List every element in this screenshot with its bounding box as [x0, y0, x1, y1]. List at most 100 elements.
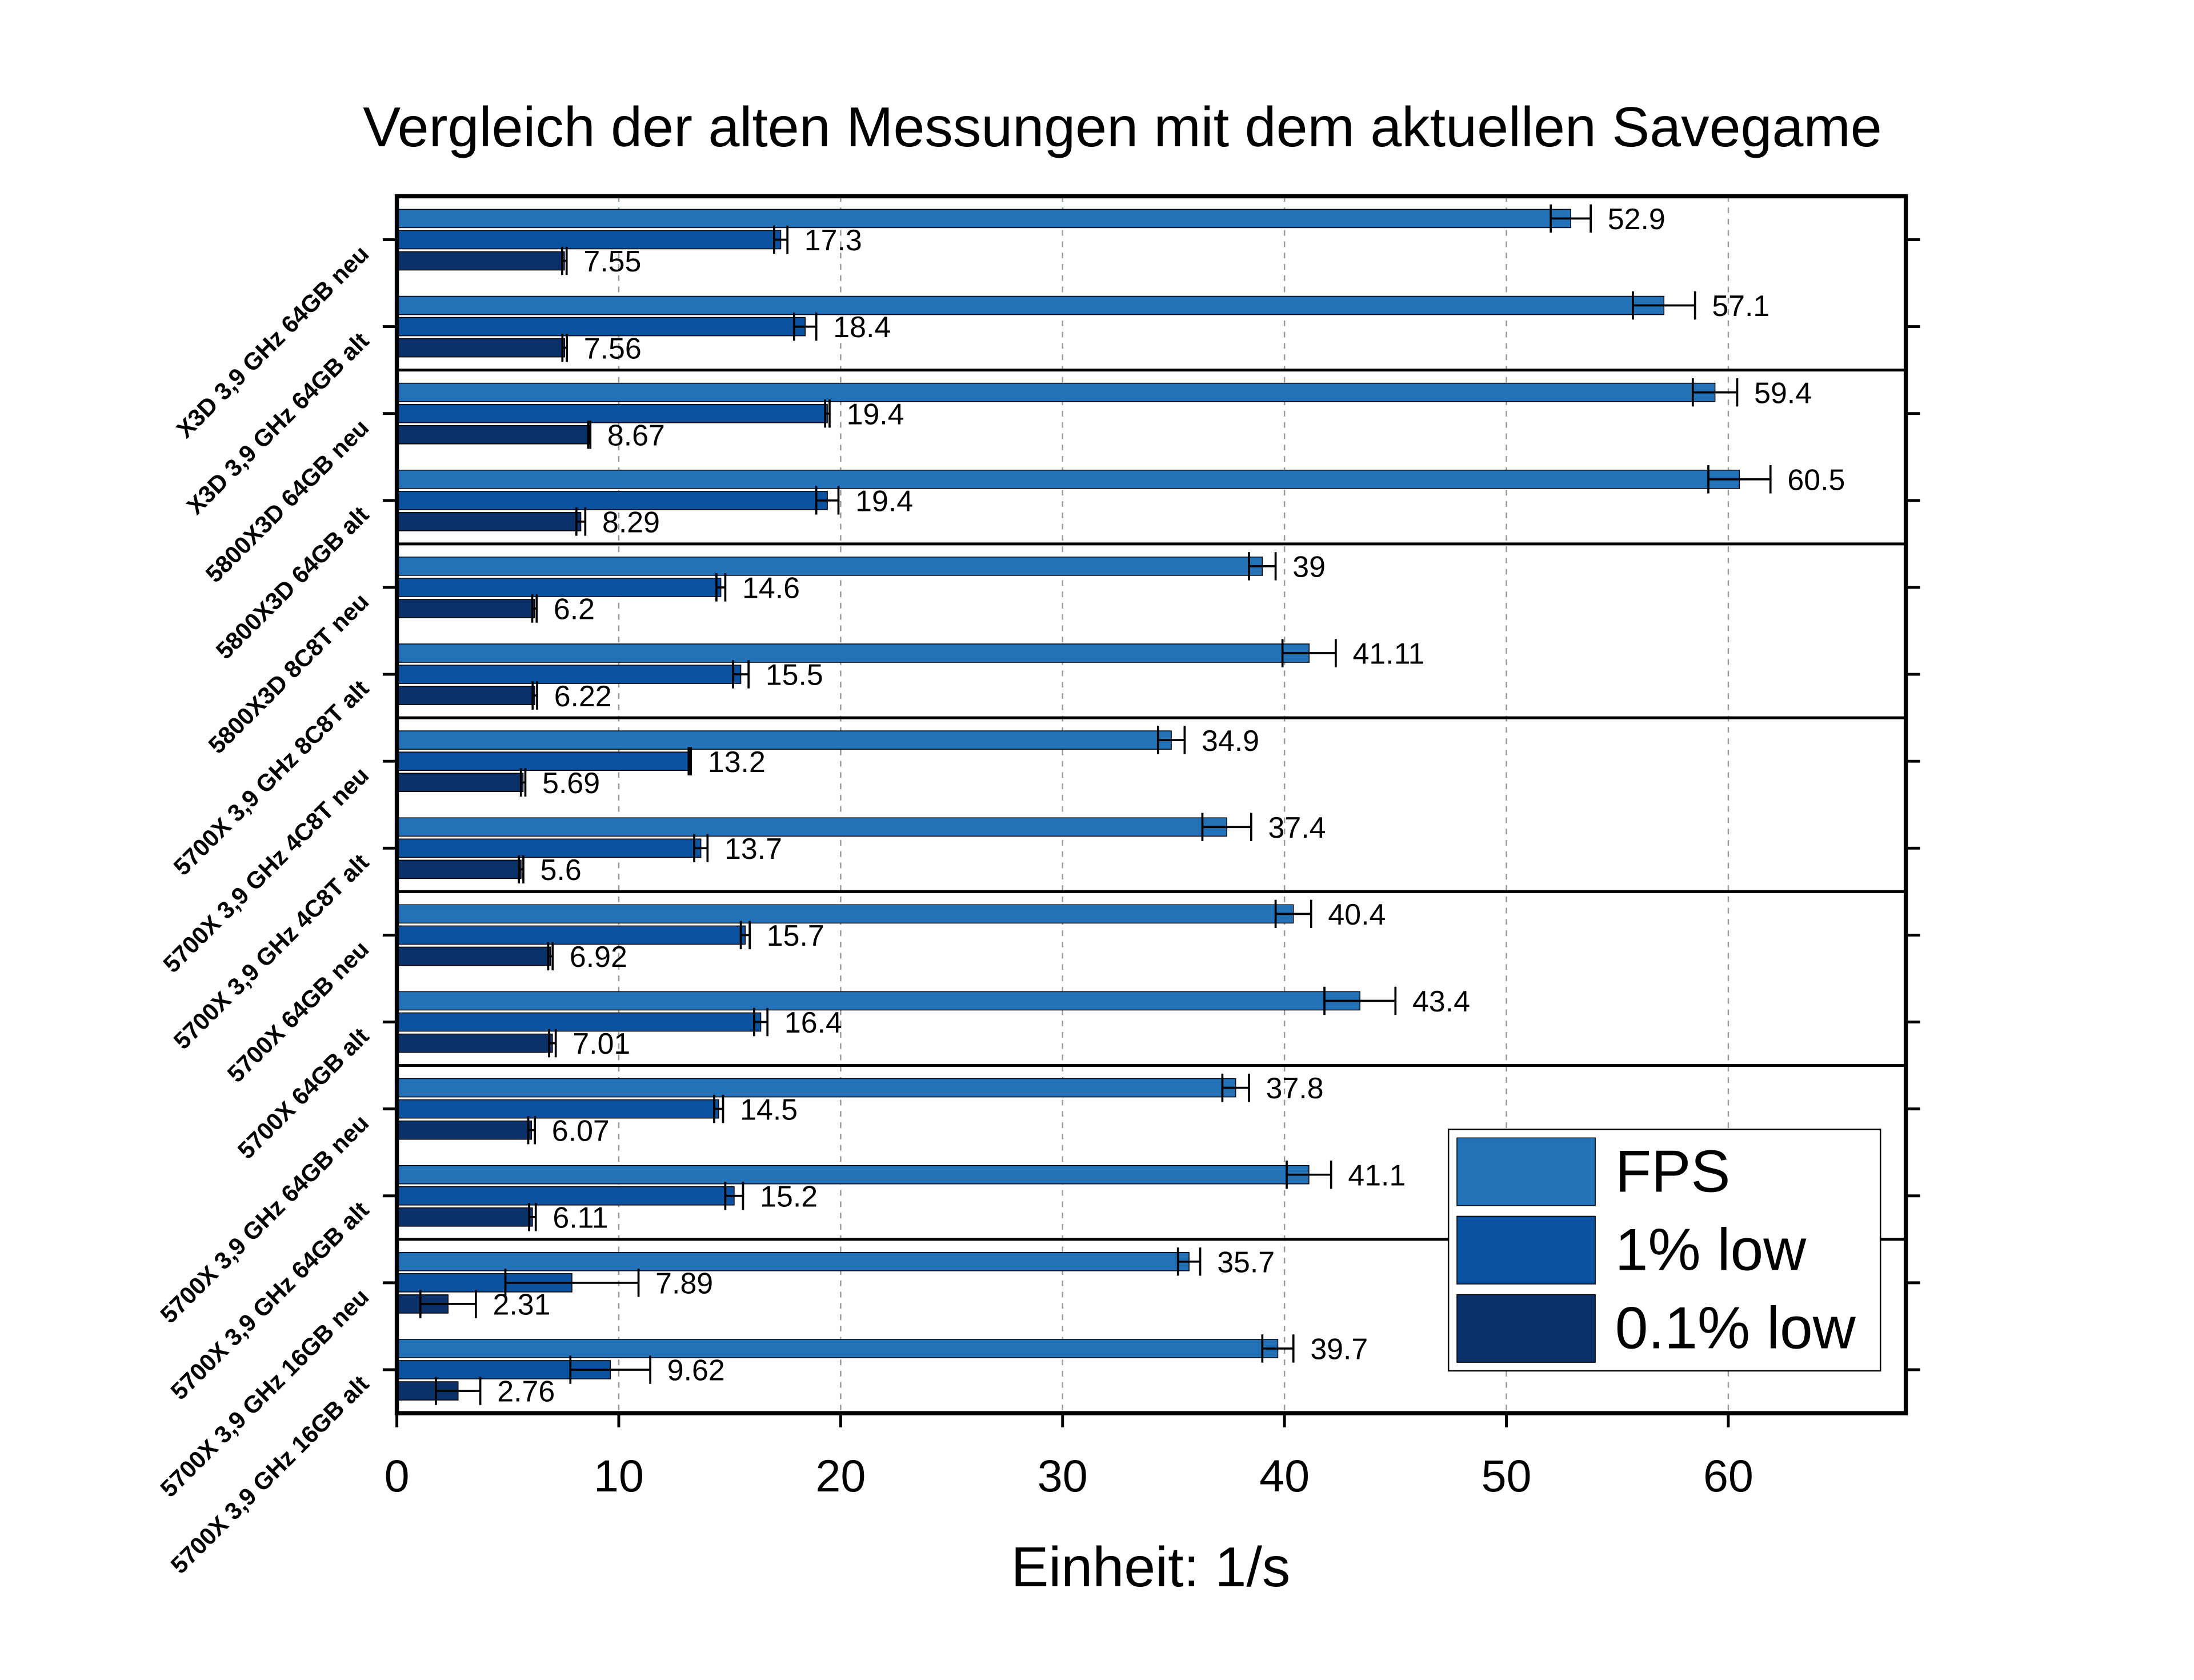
- error-bar: [693, 834, 709, 862]
- bar: [396, 1033, 553, 1053]
- value-label: 19.4: [855, 484, 913, 517]
- bar: [396, 230, 782, 250]
- error-bar: [1286, 1160, 1332, 1189]
- value-label: 57.1: [1712, 289, 1769, 322]
- value-label: 7.89: [655, 1267, 713, 1300]
- value-label: 39.7: [1310, 1333, 1368, 1366]
- error-bar: [824, 399, 831, 428]
- legend-swatch: [1456, 1215, 1596, 1285]
- error-bar: [561, 246, 568, 275]
- error-bar: [1632, 291, 1696, 320]
- bar: [396, 991, 1360, 1011]
- error-bar: [531, 681, 538, 710]
- value-label: 43.4: [1412, 985, 1470, 1018]
- legend-label: 0.1% low: [1615, 1295, 1856, 1361]
- x-tick-label: 20: [815, 1450, 866, 1501]
- error-bar: [587, 421, 592, 449]
- value-label: 15.7: [767, 919, 824, 952]
- bar: [396, 425, 590, 445]
- error-bar: [687, 747, 692, 775]
- error-bar: [1707, 465, 1772, 494]
- bar: [396, 251, 565, 271]
- value-label: 17.3: [804, 223, 862, 257]
- error-bar: [518, 855, 525, 884]
- error-bar: [1261, 1334, 1295, 1363]
- bar: [396, 904, 1294, 924]
- error-bar: [1274, 899, 1312, 929]
- x-tick-label: 40: [1259, 1450, 1310, 1501]
- value-label: 8.67: [607, 418, 665, 451]
- x-tick-label: 50: [1482, 1450, 1532, 1501]
- value-label: 18.4: [833, 310, 891, 343]
- bar: [396, 469, 1740, 489]
- bar: [396, 946, 551, 966]
- bar: [396, 1099, 719, 1119]
- error-bar: [575, 507, 587, 536]
- bar: [396, 1120, 533, 1140]
- value-label: 6.92: [570, 940, 627, 973]
- value-label: 7.01: [572, 1027, 630, 1060]
- error-bar: [1176, 1247, 1202, 1276]
- legend-swatch: [1456, 1137, 1596, 1206]
- bar: [396, 1252, 1190, 1271]
- plot-frame: [394, 194, 1908, 1415]
- bar: [396, 1078, 1236, 1098]
- error-bar: [1691, 378, 1739, 407]
- value-label: 41.11: [1353, 637, 1425, 670]
- value-label: 13.7: [724, 832, 782, 865]
- bar: [396, 491, 828, 510]
- error-bar: [739, 921, 751, 950]
- error-bar: [1156, 726, 1186, 754]
- value-label: 15.5: [766, 658, 823, 691]
- value-label: 9.62: [667, 1354, 725, 1387]
- x-tick-label: 0: [385, 1450, 410, 1501]
- value-label: 7.56: [584, 331, 642, 365]
- chart-title: Vergleich der alten Messungen mit dem ak…: [363, 95, 1881, 158]
- error-bar: [528, 1203, 537, 1231]
- bar: [396, 338, 565, 358]
- bar: [396, 512, 582, 531]
- error-bar: [1221, 1073, 1250, 1102]
- bar: [396, 1339, 1279, 1358]
- error-bar: [792, 312, 818, 341]
- bar: [396, 817, 1227, 837]
- value-label: 59.4: [1754, 376, 1812, 409]
- bar: [396, 599, 535, 618]
- error-bar: [715, 573, 727, 602]
- bar: [396, 643, 1310, 663]
- value-label: 2.31: [493, 1288, 551, 1321]
- value-label: 37.4: [1268, 811, 1326, 844]
- legend-label: FPS: [1615, 1138, 1731, 1204]
- value-label: 15.2: [760, 1179, 818, 1213]
- value-label: 6.22: [554, 679, 612, 713]
- error-bar: [1281, 639, 1337, 667]
- error-bar: [815, 486, 840, 515]
- value-label: 60.5: [1787, 463, 1845, 496]
- value-label: 6.07: [552, 1114, 610, 1147]
- bar: [396, 773, 524, 793]
- value-label: 13.2: [708, 745, 766, 778]
- value-label: 7.55: [583, 245, 641, 278]
- value-label: 14.5: [740, 1093, 798, 1126]
- bar: [396, 382, 1716, 402]
- error-bar: [1323, 986, 1397, 1015]
- error-bar: [561, 333, 568, 362]
- error-bar: [419, 1290, 477, 1318]
- error-bar: [547, 942, 554, 971]
- value-label: 6.11: [552, 1201, 608, 1234]
- error-bar: [773, 225, 789, 254]
- error-bar: [504, 1269, 640, 1297]
- value-label: 5.6: [541, 853, 582, 886]
- value-label: 40.4: [1328, 898, 1386, 931]
- bar: [396, 1012, 762, 1032]
- value-label: 8.29: [602, 506, 660, 539]
- value-label: 52.9: [1608, 202, 1665, 235]
- bar: [396, 295, 1665, 315]
- legend-swatch: [1456, 1294, 1596, 1363]
- error-bar: [527, 1116, 537, 1145]
- x-tick-label: 60: [1703, 1450, 1753, 1501]
- value-label: 5.69: [542, 766, 600, 799]
- value-label: 34.9: [1202, 724, 1259, 757]
